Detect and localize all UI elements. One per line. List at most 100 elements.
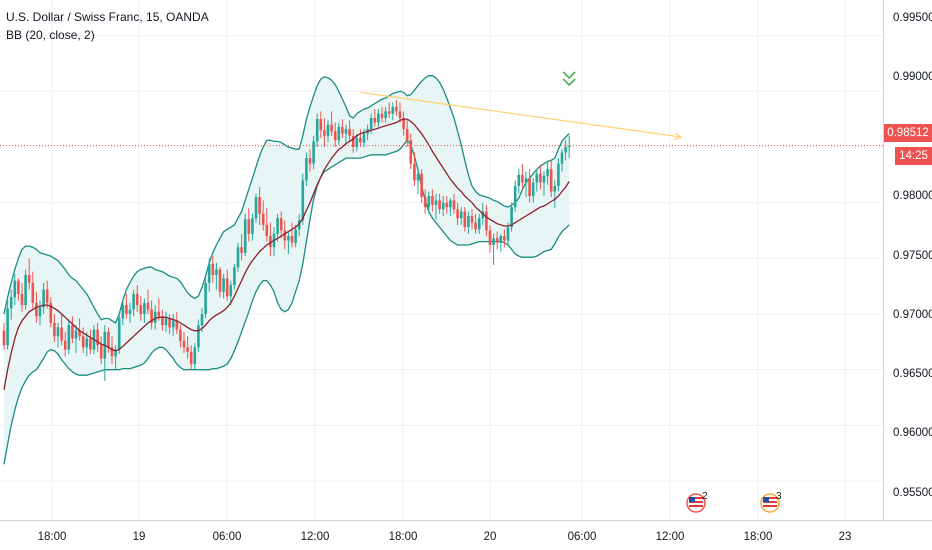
double-chevron-down-icon [562,71,576,87]
candle-body [546,169,549,176]
time-tick: 06:00 [213,531,242,543]
candle-body [549,169,553,192]
candle [229,280,233,306]
candle [164,311,168,332]
bollinger-upper-band [3,75,570,324]
candle [359,129,362,147]
candle-body [420,173,423,198]
candle [279,211,283,239]
candle-body [168,318,171,328]
candle [283,220,287,250]
candle [503,229,506,248]
candle-body [240,247,243,253]
candle [474,213,477,234]
candle [395,100,398,116]
candle [225,269,229,301]
candle-body [207,263,211,283]
candle [405,120,409,147]
candle-body [384,111,387,119]
candle-body [67,325,71,350]
candle-body [17,280,20,294]
candle [344,124,348,145]
chart-legend: U.S. Dollar / Swiss Franc, 15, OANDA BB … [6,8,209,44]
candle-body [459,211,463,219]
candle [305,152,308,186]
candle-body [557,163,560,186]
time-tick: 12:00 [656,531,685,543]
candle-body [229,285,233,297]
current-price-label: 0.98512 [884,124,932,142]
candle [146,289,150,315]
candle [53,314,56,342]
candle [351,129,355,153]
economic-event-marker[interactable]: 3 [760,491,782,513]
time-axis[interactable]: 18:00 19 06:00 12:00 18:00 20 06:00 12:0… [38,531,852,543]
candle [251,213,254,241]
indicator-label[interactable]: BB (20, close, 2) [6,28,95,42]
candle [348,120,351,142]
candle-body [377,113,380,123]
candle [449,198,452,217]
candle [276,213,279,242]
candle-body [362,133,366,143]
candle [287,231,290,254]
candle [380,106,384,123]
candle-body [200,314,204,326]
price-axis[interactable]: 0.99500 0.99000 0.98000 0.97500 0.97000 … [893,12,932,499]
candle [492,233,495,266]
candle-body [333,131,337,141]
candle [535,169,539,192]
economic-event-marker[interactable]: 2 [686,491,708,513]
candle-body [287,236,290,241]
candle-body [13,280,17,298]
candle [528,169,531,203]
candle [38,300,42,326]
candle-body [225,278,229,297]
candle-body [456,209,459,219]
candle [243,213,247,257]
candle [377,109,380,127]
candle-body [125,305,128,315]
candle-body [81,336,85,348]
candle-body [99,345,103,359]
candle-body [236,247,240,268]
candle [542,171,546,196]
us-flag-icon [689,497,703,507]
candle-body [470,216,474,223]
candle [485,204,488,237]
candle-body [513,185,517,208]
candle-body [355,138,359,147]
candle [215,262,218,290]
candle [197,319,200,352]
candle-body [521,174,524,183]
time-tick: 18:00 [744,531,773,543]
candle [445,195,449,214]
candle [524,171,528,198]
candle [560,149,564,172]
candle-body [193,347,197,365]
candle-body [359,138,362,143]
candle [521,163,524,190]
candle-body [387,111,391,114]
event-count: 3 [776,491,782,502]
candle [247,208,251,242]
trend-line[interactable] [360,91,681,138]
candle [531,178,535,203]
candle-body [481,211,485,219]
symbol-title[interactable]: U.S. Dollar / Swiss Franc, 15, OANDA [6,10,209,24]
candle [179,325,182,348]
candle [135,285,139,312]
candle-body [445,202,449,208]
candle [323,118,326,147]
candle-body [369,118,373,130]
time-tick: 23 [839,531,852,543]
bollinger-band-fill [4,75,570,465]
candle-body [143,302,146,315]
candle [391,102,395,121]
candle [312,135,315,170]
candle [438,193,441,214]
candle-body [56,327,60,337]
price-tick: 0.99000 [893,71,932,83]
candle [549,160,553,198]
